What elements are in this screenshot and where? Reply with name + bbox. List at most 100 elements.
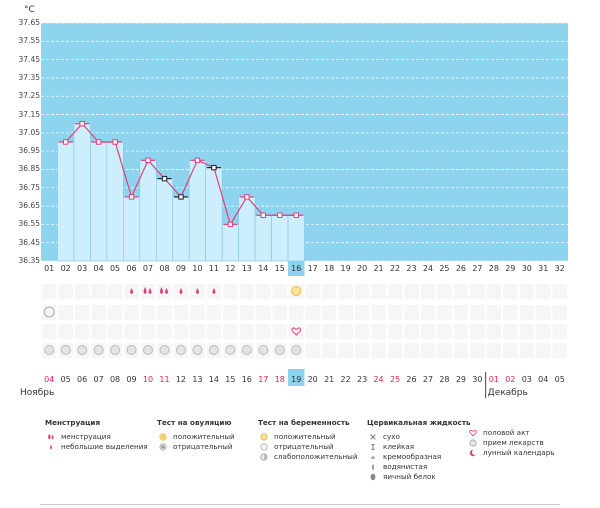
icon-cell [404, 305, 419, 320]
spotting-icon [195, 288, 199, 294]
legend-item-label: клейкая [383, 442, 415, 451]
current-day-highlight [288, 261, 305, 276]
legend-item-label: прием лекарств [483, 438, 544, 447]
icon-cell [239, 324, 255, 339]
sticky-icon [371, 444, 375, 450]
icon-cell [74, 284, 90, 299]
cycle-day-label: 29 [505, 264, 516, 273]
y-tick-label: 36.85 [18, 164, 40, 174]
temperature-bar [123, 196, 141, 262]
pill-icon [44, 345, 55, 355]
unit-label: °C [24, 5, 35, 15]
temperature-point [194, 157, 201, 164]
legend-item-label: водянистая [383, 462, 428, 471]
date-label: 04 [44, 375, 55, 384]
icon-cell [453, 343, 469, 358]
icon-cell [124, 324, 139, 339]
icon-cell [404, 343, 419, 358]
date-label: 05 [60, 375, 71, 384]
cycle-day-label: 31 [538, 264, 549, 273]
icon-cell [140, 305, 156, 320]
temperature-point [211, 164, 217, 171]
date-label: 12 [175, 375, 187, 384]
icon-cell [519, 305, 535, 320]
icon-cell [453, 324, 469, 339]
date-label: 23 [357, 375, 368, 384]
icon-cell [91, 284, 106, 299]
icon-cell [190, 324, 205, 339]
pill-icon [77, 345, 88, 355]
icon-cell [354, 284, 370, 299]
icon-cell [140, 284, 156, 299]
legend-pregnancy: Тест на беременность положительный отриц… [258, 418, 358, 462]
icon-cell [58, 324, 73, 339]
icon-cell [157, 324, 172, 339]
date-label: 13 [192, 375, 203, 384]
legend-item: половой акт [467, 428, 555, 438]
icon-cell [42, 284, 57, 299]
cycle-day-label: 28 [488, 264, 499, 273]
icon-cell [503, 343, 518, 358]
legend-item: положительный [258, 432, 358, 442]
icon-cell [338, 343, 353, 358]
icon-cell [239, 284, 255, 299]
icon-cell [223, 305, 238, 320]
legend-item: небольшие выделения [45, 442, 148, 452]
month-label: Декабрь [487, 388, 528, 398]
drop-icon [50, 444, 52, 450]
date-label: 30 [472, 375, 483, 384]
temperature-point [95, 139, 102, 145]
cycle-day-label: 15 [274, 264, 285, 273]
icon-cell [305, 284, 320, 299]
circle-half-icon [260, 453, 268, 461]
cycle-day-label: 16 [291, 264, 302, 273]
temperature-bar [90, 141, 108, 262]
icon-cell [272, 324, 288, 339]
pill-icon [225, 345, 236, 355]
icon-cell [321, 324, 337, 339]
icon-cell [486, 324, 502, 339]
cycle-day-label: 06 [126, 264, 137, 273]
current-date-highlight [288, 369, 305, 386]
temperature-bar [139, 160, 157, 262]
icon-cell [305, 324, 320, 339]
cycle-day-label: 32 [554, 264, 565, 273]
icon-cell [437, 324, 452, 339]
temperature-point [128, 194, 135, 200]
cycle-day-label: 17 [307, 264, 318, 273]
legend-title: Тест на беременность [258, 418, 350, 427]
legend-item: отрицательный [258, 442, 358, 452]
date-label: 24 [373, 375, 384, 384]
date-label: 17 [258, 375, 269, 384]
icon-cell [552, 284, 567, 299]
date-label: 03 [521, 375, 532, 384]
legend-item: водянистая [367, 462, 471, 472]
icon-cell [470, 343, 485, 358]
cycle-day-label: 01 [44, 264, 55, 273]
icon-cell [338, 284, 353, 299]
icon-cell [519, 284, 535, 299]
y-tick-label: 36.75 [18, 182, 40, 192]
cycle-day-label: 14 [258, 264, 269, 273]
icon-cell [371, 324, 386, 339]
icon-cell [190, 305, 205, 320]
ovulation-positive-icon [291, 286, 302, 296]
icon-cell [206, 324, 222, 339]
date-label: 20 [307, 375, 318, 384]
icon-cell [552, 324, 567, 339]
icon-cell [173, 324, 189, 339]
icon-cell [74, 324, 90, 339]
y-tick-label: 37.35 [18, 72, 40, 82]
icon-cell [404, 284, 419, 299]
temperature-point [161, 175, 168, 182]
date-label: 06 [77, 375, 88, 384]
legend-item-label: кремообразная [383, 452, 442, 461]
y-tick-label: 37.15 [18, 109, 40, 119]
icon-cell [552, 305, 567, 320]
legend-item-label: положительный [274, 432, 336, 441]
icon-cell [223, 324, 238, 339]
temperature-bar [221, 224, 239, 262]
temperature-point [277, 212, 283, 218]
temperature-bar [155, 178, 174, 262]
bottom-divider [40, 504, 560, 505]
